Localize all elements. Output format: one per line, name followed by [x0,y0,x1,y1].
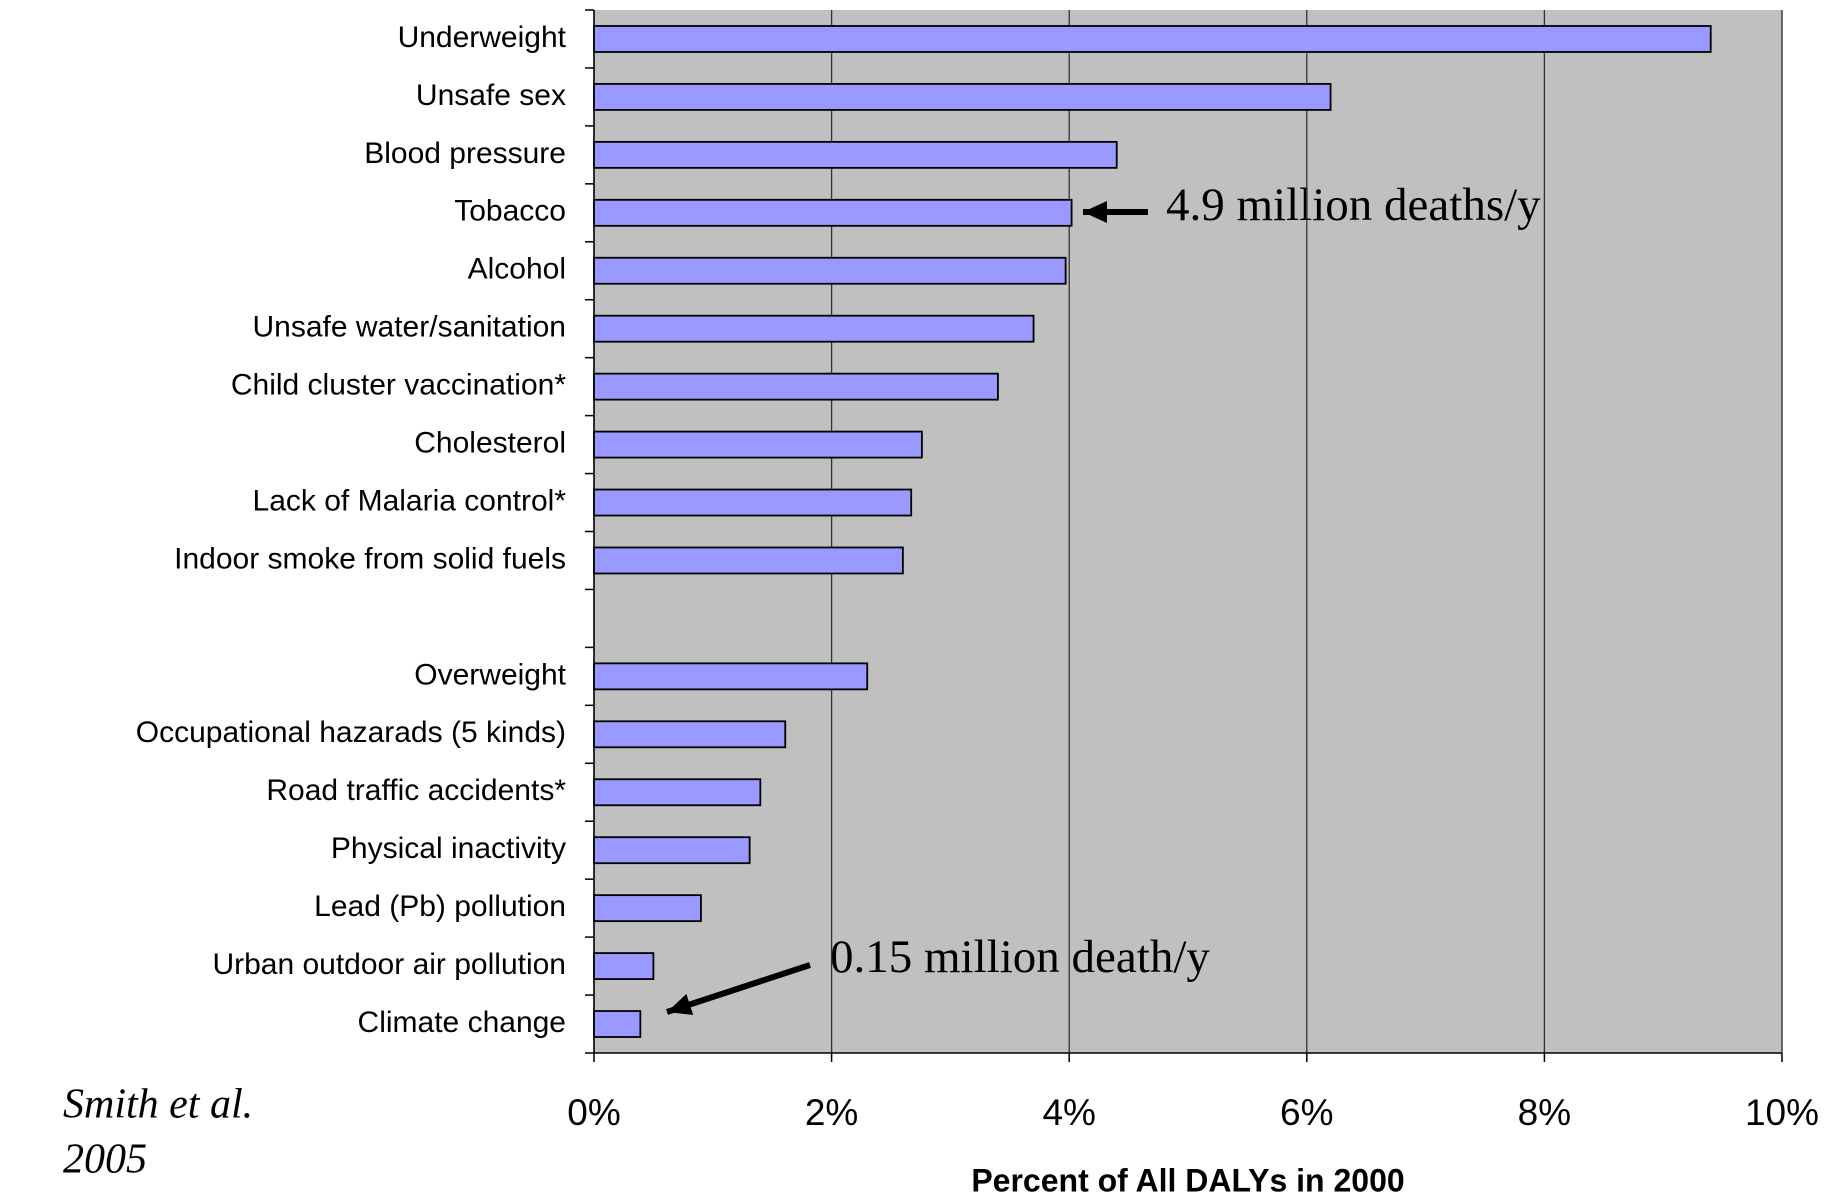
arrow-shaft [666,962,811,1015]
annotation: 4.9 million deaths/y [1166,179,1541,231]
bar [593,836,751,865]
arrow-head [667,994,694,1015]
y-tick-label: Physical inactivity [331,832,566,865]
y-tick-label: Lack of Malaria control* [253,484,567,517]
plot-area [594,10,1782,1053]
bar [593,952,655,980]
y-tick-label: Alcohol [468,253,566,286]
x-axis-title: Percent of All DALYs in 2000 [971,1162,1404,1198]
y-tick-label: Blood pressure [364,137,566,170]
arrow-head [1083,201,1107,223]
x-tick-label: 8% [1518,1092,1571,1133]
bar [593,25,1712,53]
y-tick-label: Urban outdoor air pollution [212,948,566,981]
y-tick-label: Tobacco [454,195,566,228]
y-tick-label: Occupational hazarads (5 kinds) [136,716,566,749]
bar [593,256,1067,285]
x-tick-label: 0% [567,1092,620,1133]
y-tick-label: Underweight [398,21,567,54]
y-tick-label: Overweight [414,658,566,691]
bar [593,546,904,575]
y-tick-label: Road traffic accidents* [266,774,566,807]
x-tick-label: 10% [1745,1092,1819,1133]
y-tick-label: Cholesterol [414,427,566,460]
bar [593,430,923,459]
bar [593,662,869,691]
x-tick-label: 6% [1280,1092,1333,1133]
y-tick-label: Climate change [358,1006,566,1039]
bar [593,83,1332,111]
y-tick-label: Child cluster vaccination* [231,369,566,402]
bar [593,488,913,517]
bar [593,140,1118,169]
source: 2005 [63,1137,147,1183]
bar [593,1010,642,1038]
y-tick-label: Lead (Pb) pollution [314,890,566,923]
y-tick-label: Unsafe water/sanitation [252,311,566,344]
bar [593,778,762,807]
bar [593,894,702,923]
source: Smith et al. [63,1082,253,1128]
bar [593,198,1073,227]
bar [593,314,1035,343]
x-tick-label: 4% [1042,1092,1095,1133]
annotation: 0.15 million death/y [830,931,1210,983]
bar [593,372,999,401]
bar [593,720,787,749]
y-tick-label: Indoor smoke from solid fuels [174,542,566,575]
x-tick-label: 2% [805,1092,858,1133]
y-tick-label: Unsafe sex [416,79,566,112]
